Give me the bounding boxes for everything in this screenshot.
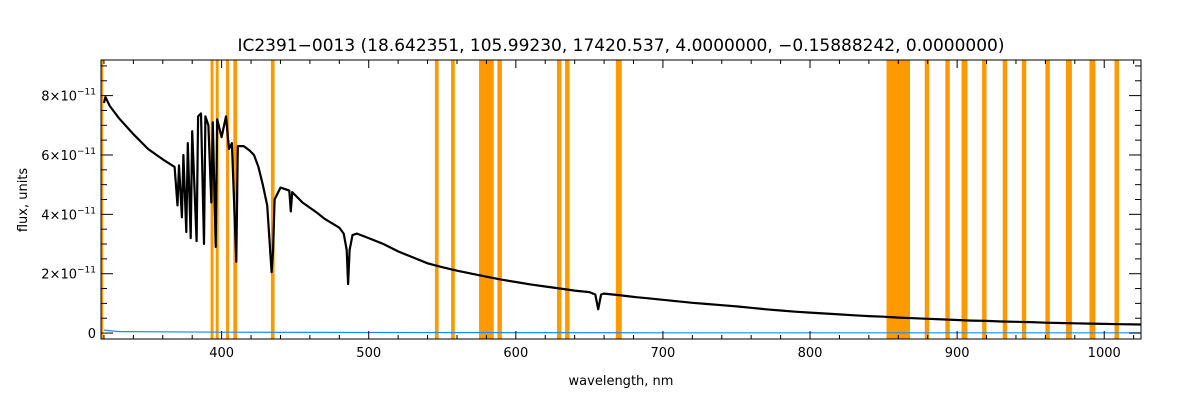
- mask-region-17: [982, 60, 987, 339]
- mask-region-4: [233, 60, 238, 339]
- mask-region-7: [451, 60, 455, 339]
- mask-region-23: [1114, 60, 1119, 339]
- x-axis-label: wavelength, nm: [569, 374, 674, 389]
- mask-region-5: [270, 60, 275, 339]
- x-tick-label: 1000: [1088, 346, 1121, 361]
- mask-region-12: [615, 60, 622, 339]
- series-layer: [102, 95, 1142, 334]
- x-tick-label: 600: [503, 346, 528, 361]
- y-axis-label: flux, units: [16, 168, 31, 233]
- y-tick-label: 2×10−11: [41, 266, 96, 283]
- mask-region-9: [497, 60, 502, 339]
- mask-region-11: [565, 60, 570, 339]
- mask-region-22: [1089, 60, 1096, 339]
- y-tick-label: 8×10−11: [41, 88, 96, 105]
- mask-region-20: [1045, 60, 1050, 339]
- mask-region-10: [557, 60, 562, 339]
- y-tick-label: 4×10−11: [41, 206, 96, 223]
- masked-regions: [101, 60, 1119, 339]
- x-tick-label: 400: [209, 346, 234, 361]
- x-tick-label: 500: [356, 346, 381, 361]
- mask-region-16: [961, 60, 968, 339]
- mask-region-19: [1021, 60, 1027, 339]
- mask-region-21: [1065, 60, 1072, 339]
- mask-region-14: [924, 60, 930, 339]
- x-tick-label: 700: [651, 346, 676, 361]
- x-tick-label: 800: [798, 346, 823, 361]
- chart-title: IC2391−0013 (18.642351, 105.99230, 17420…: [237, 36, 1004, 56]
- mask-region-8: [479, 60, 494, 339]
- y-tick-label: 0: [88, 327, 96, 342]
- mask-region-3: [226, 60, 229, 339]
- mask-region-18: [1002, 60, 1008, 339]
- x-tick-label: 900: [945, 346, 970, 361]
- mask-region-6: [434, 60, 439, 339]
- y-tick-label: 6×10−11: [41, 147, 96, 164]
- mask-region-13: [886, 60, 911, 339]
- flux-series-line: [102, 95, 1142, 326]
- mask-region-15: [945, 60, 950, 339]
- error-series-line: [103, 329, 1141, 334]
- axis-ticks: 400 500 600 700 800 900 1000 0 2×10−11 4×10−11 6×1…: [41, 60, 1141, 361]
